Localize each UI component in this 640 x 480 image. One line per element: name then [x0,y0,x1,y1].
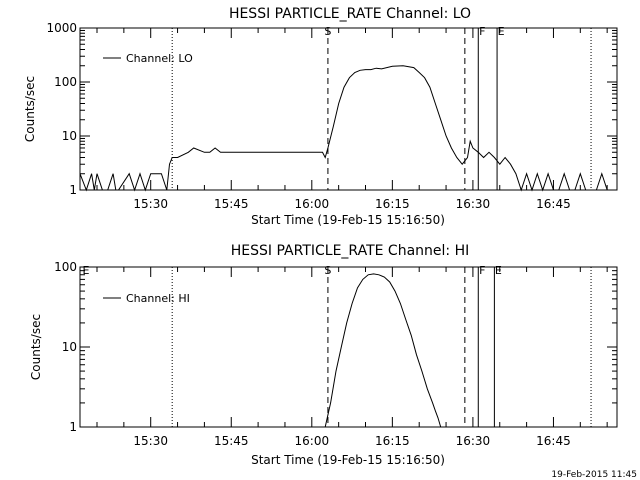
y-tick-label: 100 [54,75,77,89]
panel-hi: HESSI PARTICLE_RATE Channel: HI 1 10 100 1… [29,243,618,467]
x-tick-label: 15:30 [133,434,168,448]
event-label: F [479,264,485,277]
legend-hi: Channel: HI [103,292,190,305]
event-label: E [498,25,505,38]
x-tick-label: 16:45 [536,434,571,448]
event-label: F [479,25,485,38]
x-ticks-lo: 15:30 15:45 16:00 16:15 16:30 16:45 [96,28,608,211]
x-tick-label: 16:15 [375,434,410,448]
series-line-lo [79,65,613,192]
legend-label-hi: Channel: HI [126,292,190,305]
ylabel-hi: Counts/sec [29,314,43,380]
x-ticks-hi: 15:30 15:45 16:00 16:15 16:30 16:45 [96,267,608,448]
title-hi: HESSI PARTICLE_RATE Channel: HI [231,243,469,259]
event-label: E [495,264,502,277]
y-tick-label: 1 [69,420,77,434]
x-tick-label: 16:45 [536,197,571,211]
x-tick-label: 15:30 [133,197,168,211]
x-tick-label: 16:30 [456,197,491,211]
event-label: S [324,25,331,38]
ylabel-lo: Counts/sec [23,76,37,142]
x-tick-label: 16:00 [295,434,330,448]
plot-timestamp: 19-Feb-2015 11:45 [551,470,637,480]
event-lines-hi [171,267,592,427]
legend-label-lo: Channel: LO [126,52,193,65]
axes-frame-hi [79,266,618,428]
x-tick-label: 15:45 [214,434,249,448]
y-tick-label: 1000 [46,21,77,35]
event-label: E [83,264,90,277]
series-line-hi [324,273,442,428]
x-tick-label: 16:00 [295,197,330,211]
y-tick-label: 100 [54,260,77,274]
event-lines-lo [171,28,592,190]
x-tick-label: 15:45 [214,197,249,211]
y-ticks-hi: 1 10 100 [54,260,617,434]
x-tick-label: 16:15 [375,197,410,211]
title-lo: HESSI PARTICLE_RATE Channel: LO [229,6,471,22]
xlabel-lo: Start Time (19-Feb-15 15:16:50) [251,213,445,227]
y-tick-label: 1 [69,183,77,197]
x-tick-label: 16:30 [456,434,491,448]
y-tick-label: 10 [62,129,77,143]
axes-frame-lo [79,27,618,191]
event-label: S [324,264,331,277]
y-tick-label: 10 [62,340,77,354]
xlabel-hi: Start Time (19-Feb-15 15:16:50) [251,453,445,467]
panel-lo: HESSI PARTICLE_RATE Channel: LO 1 10 100 10… [23,6,618,227]
legend-lo: Channel: LO [103,52,193,65]
y-ticks-lo: 1 10 100 1000 [46,21,617,197]
